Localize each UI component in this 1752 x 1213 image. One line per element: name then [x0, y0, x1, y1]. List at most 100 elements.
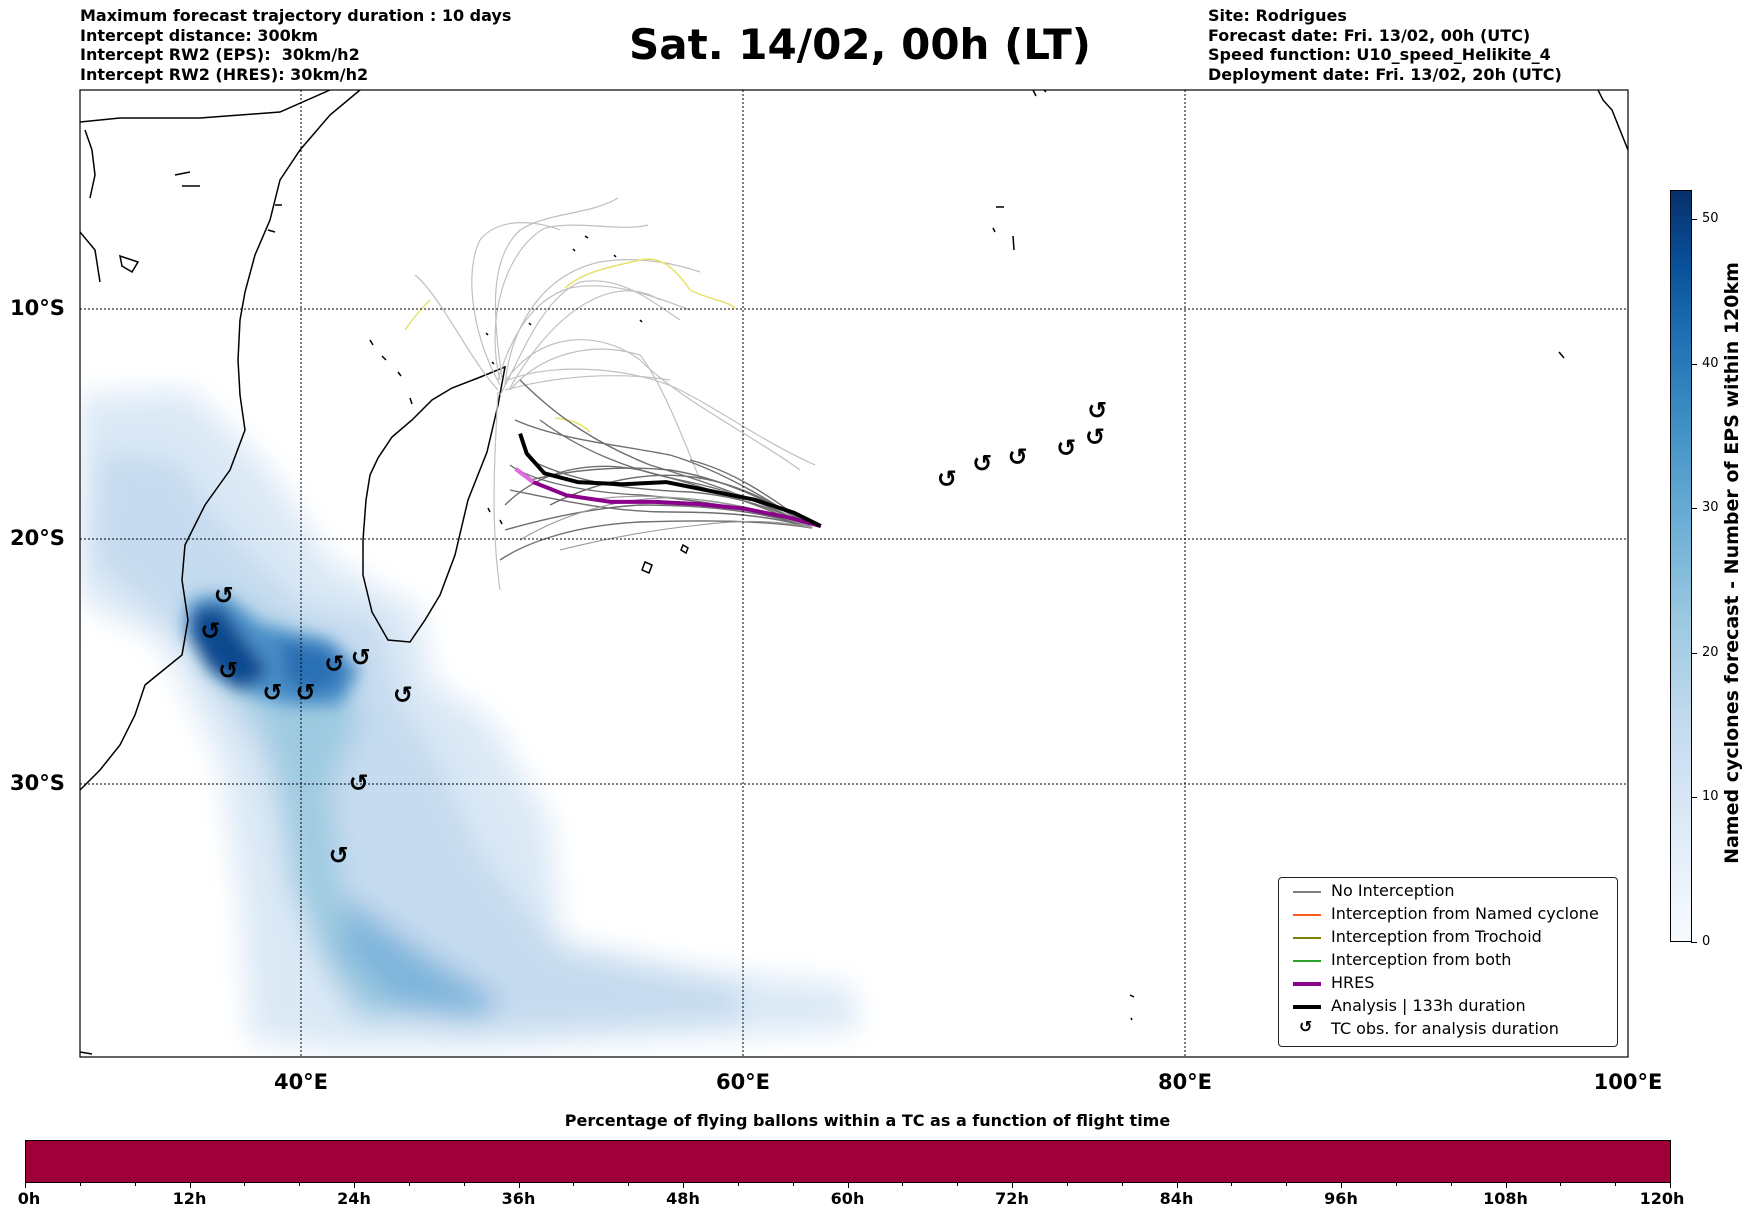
map-frame — [79, 89, 1629, 1058]
seychelles-coast — [572, 235, 643, 323]
timebar-tick-label: 36h — [501, 1189, 536, 1208]
timebar-tick — [902, 1182, 904, 1186]
tc-obs-marker: ↺ — [1085, 423, 1105, 451]
header-left-info: Maximum forecast trajectory duration : 1… — [80, 6, 511, 84]
tc-obs-marker: ↺ — [393, 681, 413, 709]
timebar-tick — [79, 1182, 81, 1186]
colorbar-tick-label: 20 — [1702, 644, 1719, 660]
legend-label: Interception from both — [1331, 950, 1512, 969]
tc-obs-marker: ↺ — [937, 465, 957, 493]
colorbar-tick-label: 0 — [1702, 934, 1711, 949]
legend-swatch — [1293, 982, 1321, 986]
colorbar-tick-label: 30 — [1702, 500, 1719, 516]
timebar-tick — [628, 1182, 630, 1186]
timebar-tick — [737, 1182, 739, 1186]
legend-item-hres: HRES — [1279, 972, 1617, 995]
africa-west-edge — [80, 231, 101, 283]
timebar-tick — [1286, 1182, 1288, 1186]
eps-density-core — [185, 595, 360, 705]
colorbar-tick — [1691, 797, 1697, 799]
timebar-tick — [792, 1182, 794, 1186]
mozambique-islands — [119, 171, 282, 274]
colorbar-tick-label: 10 — [1702, 789, 1719, 805]
lat-label-10s: 10°S — [10, 296, 65, 320]
timebar-tick-label: 96h — [1324, 1189, 1358, 1208]
timebar-tick — [957, 1182, 959, 1186]
tc-obs-marker: ↺ — [1056, 434, 1076, 462]
main-title: Sat. 14/02, 00h (LT) — [629, 20, 1091, 69]
timebar-tick-label: 72h — [995, 1189, 1029, 1208]
southern-coast-fragment — [80, 1051, 93, 1055]
legend-label: Interception from Named cyclone — [1331, 904, 1599, 923]
legend-item-no-interception: No Interception — [1279, 880, 1617, 903]
timebar-tick — [518, 1182, 520, 1188]
timebar-tick — [134, 1182, 136, 1186]
eps-trajectories-light — [414, 197, 816, 591]
legend-label: HRES — [1331, 973, 1375, 992]
legend-swatch — [1293, 891, 1321, 893]
timebar-tick — [463, 1182, 465, 1186]
legend-label: Interception from Trochoid — [1331, 927, 1542, 946]
tc-obs-marker: ↺ — [329, 842, 349, 870]
amsterdam-islet — [1129, 994, 1135, 1021]
timebar-tick — [299, 1182, 301, 1186]
legend-item-tc-obs: ↺ TC obs. for analysis duration — [1279, 1017, 1617, 1041]
tc-obs-marker: ↺ — [200, 617, 220, 645]
colorbar-tick-label: 40 — [1702, 355, 1719, 371]
analysis-track — [518, 432, 822, 528]
legend-label: TC obs. for analysis duration — [1331, 1019, 1559, 1038]
timebar-tick-label: 48h — [666, 1189, 700, 1208]
forecast-date-text: Forecast date: Fri. 13/02, 00h (UTC) — [1208, 25, 1531, 45]
timebar-tick — [1505, 1182, 1507, 1188]
tc-obs-marker: ↺ — [349, 769, 369, 797]
eps-trajectories-dark — [499, 379, 813, 561]
tc-obs-marker: ↺ — [262, 679, 282, 707]
timebar-tick-label: 24h — [337, 1189, 371, 1208]
colorbar-tick — [1691, 942, 1697, 943]
timebar-tick — [1615, 1182, 1617, 1186]
legend-item-trochoid: Interception from Trochoid — [1279, 926, 1617, 949]
timebar-tick — [1560, 1182, 1562, 1186]
legend-swatch — [1293, 1005, 1321, 1009]
cocos-islet — [1558, 351, 1565, 359]
eps-yellow-trajectory — [404, 258, 736, 433]
deployment-date-text: Deployment date: Fri. 13/02, 20h (UTC) — [1208, 64, 1562, 84]
tc-observations: ↺↺↺↺ ↺↺ ↺↺↺↺↺↺ ↺ ↺ ↺↺ — [200, 397, 1107, 870]
timebar-tick-label: 0h — [17, 1189, 41, 1208]
timebar-tick — [244, 1182, 246, 1186]
tc-obs-marker: ↺ — [1008, 443, 1028, 471]
legend-swatch — [1293, 937, 1321, 939]
reunion-coast — [680, 543, 689, 555]
legend-item-analysis: Analysis | 133h duration — [1279, 995, 1617, 1018]
lon-label-40e: 40°E — [273, 1070, 329, 1094]
timebar-tick — [354, 1182, 355, 1188]
timebar-tick — [189, 1182, 191, 1188]
tc-obs-marker: ↺ — [351, 643, 371, 671]
sumatra-coast — [1597, 90, 1628, 151]
colorbar-tick — [1691, 652, 1697, 654]
timebar-tick — [1121, 1182, 1123, 1186]
legend-label: No Interception — [1331, 881, 1455, 900]
africa-north-coast — [84, 129, 96, 199]
legend-swatch — [1293, 960, 1321, 962]
legend-item-both: Interception from both — [1279, 949, 1617, 972]
timebar-tick — [1012, 1182, 1013, 1188]
legend-swatch — [1293, 914, 1321, 916]
colorbar-tick — [1691, 508, 1697, 510]
hres-track — [514, 467, 822, 529]
timebar-tick — [1395, 1182, 1397, 1186]
timebar-tick — [1231, 1182, 1233, 1186]
timebar-tick-label: 108h — [1483, 1189, 1528, 1208]
colorbar-tick-label: 50 — [1702, 210, 1719, 226]
timebar-tick-label: 12h — [172, 1189, 207, 1208]
timebar-tick — [408, 1182, 410, 1186]
intercept-hres-text: Intercept RW2 (HRES): 30km/h2 — [80, 64, 369, 84]
intercept-eps-text: Intercept RW2 (EPS): 30km/h2 — [80, 45, 360, 64]
tc-obs-marker: ↺ — [296, 679, 316, 707]
lon-label-80e: 80°E — [1157, 1070, 1213, 1094]
timebar-tick — [1670, 1182, 1671, 1188]
legend-item-named-cyclone: Interception from Named cyclone — [1279, 903, 1617, 926]
legend-label: Analysis | 133h duration — [1331, 996, 1526, 1015]
mauritius-coast — [641, 561, 653, 574]
